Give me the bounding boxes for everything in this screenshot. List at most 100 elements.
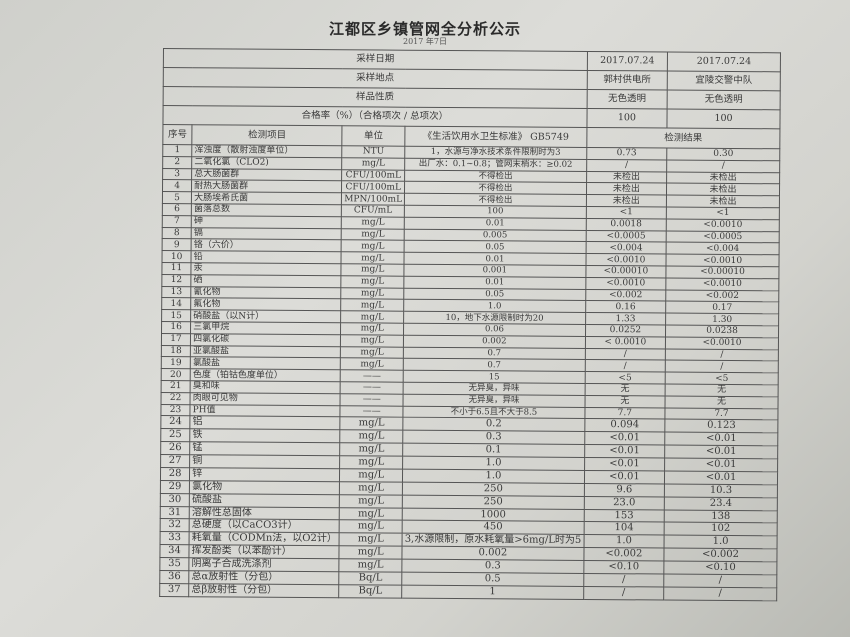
cell-seq: 32 bbox=[160, 518, 190, 533]
cell-std: 0.002 bbox=[402, 546, 584, 561]
header-unit: 单位 bbox=[342, 125, 406, 147]
cell-std: 250 bbox=[402, 481, 585, 497]
cell-seq: 13 bbox=[161, 286, 191, 299]
cell-result-1: 0.0018 bbox=[585, 218, 667, 231]
cell-item: 铅 bbox=[191, 250, 342, 264]
cell-result-2: 138 bbox=[664, 509, 778, 524]
cell-seq: 26 bbox=[160, 441, 190, 455]
cell-seq: 3 bbox=[162, 168, 192, 181]
cell-result-2: <0.01 bbox=[664, 458, 778, 472]
cell-item: 挥发酚类（以苯酚计） bbox=[189, 544, 340, 559]
cell-result-1: / bbox=[586, 159, 667, 172]
cell-result-2: 0.0238 bbox=[665, 324, 779, 338]
cell-std: 0.3 bbox=[402, 430, 585, 445]
cell-unit: —— bbox=[340, 369, 404, 383]
cell-result-1: <0.00010 bbox=[585, 265, 667, 278]
cell-result-2: <0.0005 bbox=[666, 230, 780, 244]
cell-item: 三氯甲烷 bbox=[190, 321, 341, 335]
cell-result-2: / bbox=[663, 574, 777, 588]
cell-result-2: / bbox=[663, 586, 777, 601]
cell-item: 硫酸盐 bbox=[189, 493, 340, 508]
cell-result-2: 未检出 bbox=[666, 183, 780, 196]
cell-result-2: 10.3 bbox=[664, 483, 778, 498]
header-item: 检测项目 bbox=[191, 124, 343, 146]
cell-unit: mg/L bbox=[339, 533, 403, 547]
meta-v1: 100 bbox=[586, 108, 668, 129]
cell-unit: mg/L bbox=[340, 417, 404, 431]
cell-seq: 36 bbox=[159, 570, 190, 584]
cell-unit: mg/L bbox=[339, 520, 403, 534]
cell-unit: mg/L bbox=[339, 494, 403, 508]
cell-result-1: / bbox=[583, 586, 664, 600]
cell-seq: 29 bbox=[160, 480, 190, 494]
cell-result-1: <0.01 bbox=[584, 470, 665, 484]
cell-unit: mg/L bbox=[341, 287, 404, 300]
cell-unit: CFU/mL bbox=[341, 204, 405, 217]
cell-item: 镉 bbox=[191, 227, 342, 241]
cell-unit: mg/L bbox=[339, 507, 403, 521]
cell-seq: 14 bbox=[161, 297, 191, 310]
cell-unit: mg/L bbox=[339, 455, 403, 470]
cell-result-1: 153 bbox=[583, 509, 665, 523]
cell-seq: 18 bbox=[161, 345, 191, 358]
cell-unit: mg/L bbox=[339, 442, 403, 457]
cell-item: 锌 bbox=[189, 467, 340, 482]
cell-seq: 9 bbox=[162, 238, 192, 251]
meta-v2: 无色透明 bbox=[667, 90, 781, 110]
cell-item: 总α放射性（分包） bbox=[188, 570, 340, 585]
cell-item: 铬（六价） bbox=[191, 239, 342, 252]
cell-seq: 17 bbox=[161, 333, 191, 346]
cell-seq: 28 bbox=[160, 467, 190, 481]
cell-seq: 34 bbox=[159, 544, 190, 558]
cell-unit: mg/L bbox=[341, 263, 405, 276]
cell-result-2: 0.17 bbox=[665, 301, 779, 314]
cell-result-2: <0.0010 bbox=[666, 254, 780, 267]
cell-seq: 20 bbox=[161, 368, 191, 381]
header-seq: 序号 bbox=[162, 124, 193, 145]
cell-item: 溶解性总固体 bbox=[189, 506, 340, 521]
cell-result-1: 0.73 bbox=[586, 147, 667, 160]
cell-result-2: 无 bbox=[665, 395, 779, 409]
cell-result-1: / bbox=[583, 573, 664, 587]
meta-v1: 郭村供电所 bbox=[586, 70, 668, 91]
cell-item: 总β放射性（分包） bbox=[188, 583, 340, 598]
cell-result-1: 9.6 bbox=[584, 483, 665, 497]
cell-unit: mg/L bbox=[341, 216, 405, 229]
cell-seq: 5 bbox=[162, 191, 192, 204]
cell-item: 锰 bbox=[189, 441, 341, 456]
cell-result-1: 未检出 bbox=[586, 194, 667, 208]
cell-unit: Bq/L bbox=[338, 584, 402, 598]
cell-result-1: 1.0 bbox=[583, 534, 665, 549]
cell-result-2: <5 bbox=[665, 372, 779, 385]
cell-item: 氰化物 bbox=[190, 286, 342, 300]
cell-item: 铝 bbox=[189, 416, 341, 430]
cell-std: 0.1 bbox=[402, 443, 585, 458]
cell-result-2: 1.0 bbox=[664, 535, 778, 550]
cell-item: 耗氧量（CODMn法，以O2计） bbox=[189, 532, 340, 546]
meta-v2: 宜陵交警中队 bbox=[667, 71, 781, 91]
document-title: 江都区乡镇管网全分析公示 bbox=[328, 20, 521, 38]
cell-unit: mg/L bbox=[339, 481, 403, 495]
cell-unit: CFU/100mL bbox=[341, 181, 405, 194]
cell-result-1: <0.0010 bbox=[585, 253, 667, 266]
cell-unit: mg/L bbox=[341, 251, 405, 265]
cell-item: 总硬度（以CaCO3计） bbox=[189, 519, 340, 534]
cell-result-2: 23.4 bbox=[664, 496, 778, 511]
cell-result-1: 未检出 bbox=[586, 182, 667, 196]
cell-seq: 19 bbox=[161, 356, 191, 369]
cell-item: 亚氯酸盐 bbox=[190, 345, 341, 359]
cell-unit: mg/L bbox=[341, 157, 405, 170]
cell-unit: mg/L bbox=[340, 346, 404, 359]
cell-result-1: 23.0 bbox=[583, 496, 665, 510]
cell-item: 阴离子合成洗涤剂 bbox=[189, 557, 340, 572]
cell-result-2: / bbox=[665, 360, 779, 373]
meta-v1: 无色透明 bbox=[586, 89, 668, 110]
cell-seq: 33 bbox=[160, 531, 190, 545]
cell-item: 大肠埃希氏菌 bbox=[191, 191, 342, 205]
cell-result-2: <0.004 bbox=[666, 242, 780, 255]
cell-result-1: <1 bbox=[586, 206, 667, 219]
cell-seq: 12 bbox=[161, 274, 192, 287]
cell-result-2: 无 bbox=[665, 383, 779, 397]
cell-seq: 25 bbox=[160, 428, 190, 442]
cell-std: 450 bbox=[402, 520, 584, 535]
